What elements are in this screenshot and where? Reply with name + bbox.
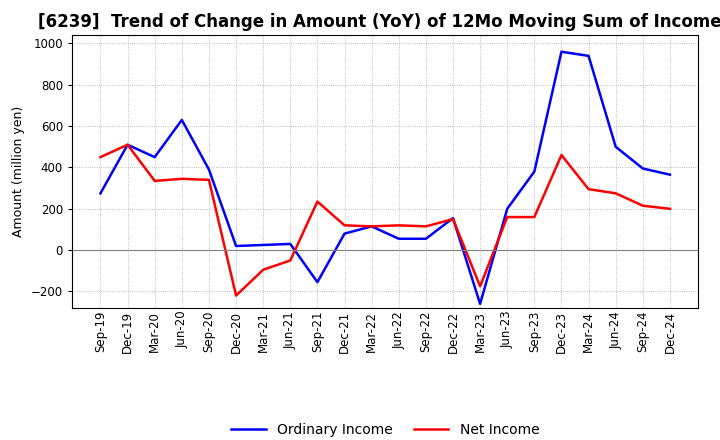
Net Income <box>665 206 674 212</box>
Legend: Ordinary Income, Net Income: Ordinary Income, Net Income <box>225 418 545 440</box>
Ordinary Income <box>96 191 105 196</box>
Ordinary Income <box>150 154 159 160</box>
Ordinary Income <box>639 166 647 171</box>
Ordinary Income <box>341 231 349 236</box>
Net Income <box>341 223 349 228</box>
Net Income <box>530 214 539 220</box>
Net Income <box>476 284 485 289</box>
Line: Ordinary Income: Ordinary Income <box>101 52 670 304</box>
Net Income <box>449 216 457 222</box>
Net Income <box>611 191 620 196</box>
Net Income <box>313 199 322 204</box>
Title: [6239]  Trend of Change in Amount (YoY) of 12Mo Moving Sum of Incomes: [6239] Trend of Change in Amount (YoY) o… <box>38 13 720 31</box>
Ordinary Income <box>123 142 132 147</box>
Net Income <box>421 224 430 229</box>
Ordinary Income <box>665 172 674 177</box>
Net Income <box>584 187 593 192</box>
Ordinary Income <box>584 53 593 59</box>
Ordinary Income <box>503 206 511 212</box>
Net Income <box>178 176 186 181</box>
Net Income <box>259 267 268 272</box>
Net Income <box>557 152 566 158</box>
Ordinary Income <box>611 144 620 150</box>
Net Income <box>204 177 213 183</box>
Line: Net Income: Net Income <box>101 145 670 296</box>
Ordinary Income <box>557 49 566 55</box>
Ordinary Income <box>395 236 403 242</box>
Ordinary Income <box>259 242 268 248</box>
Net Income <box>395 223 403 228</box>
Ordinary Income <box>313 279 322 285</box>
Ordinary Income <box>449 216 457 221</box>
Net Income <box>123 142 132 147</box>
Ordinary Income <box>367 224 376 229</box>
Ordinary Income <box>178 117 186 123</box>
Ordinary Income <box>232 243 240 249</box>
Net Income <box>286 258 294 263</box>
Net Income <box>232 293 240 298</box>
Ordinary Income <box>204 167 213 172</box>
Ordinary Income <box>286 241 294 246</box>
Ordinary Income <box>530 169 539 174</box>
Y-axis label: Amount (million yen): Amount (million yen) <box>12 106 25 237</box>
Net Income <box>639 203 647 209</box>
Net Income <box>96 154 105 160</box>
Net Income <box>503 214 511 220</box>
Net Income <box>367 224 376 229</box>
Ordinary Income <box>421 236 430 242</box>
Net Income <box>150 178 159 183</box>
Ordinary Income <box>476 301 485 307</box>
